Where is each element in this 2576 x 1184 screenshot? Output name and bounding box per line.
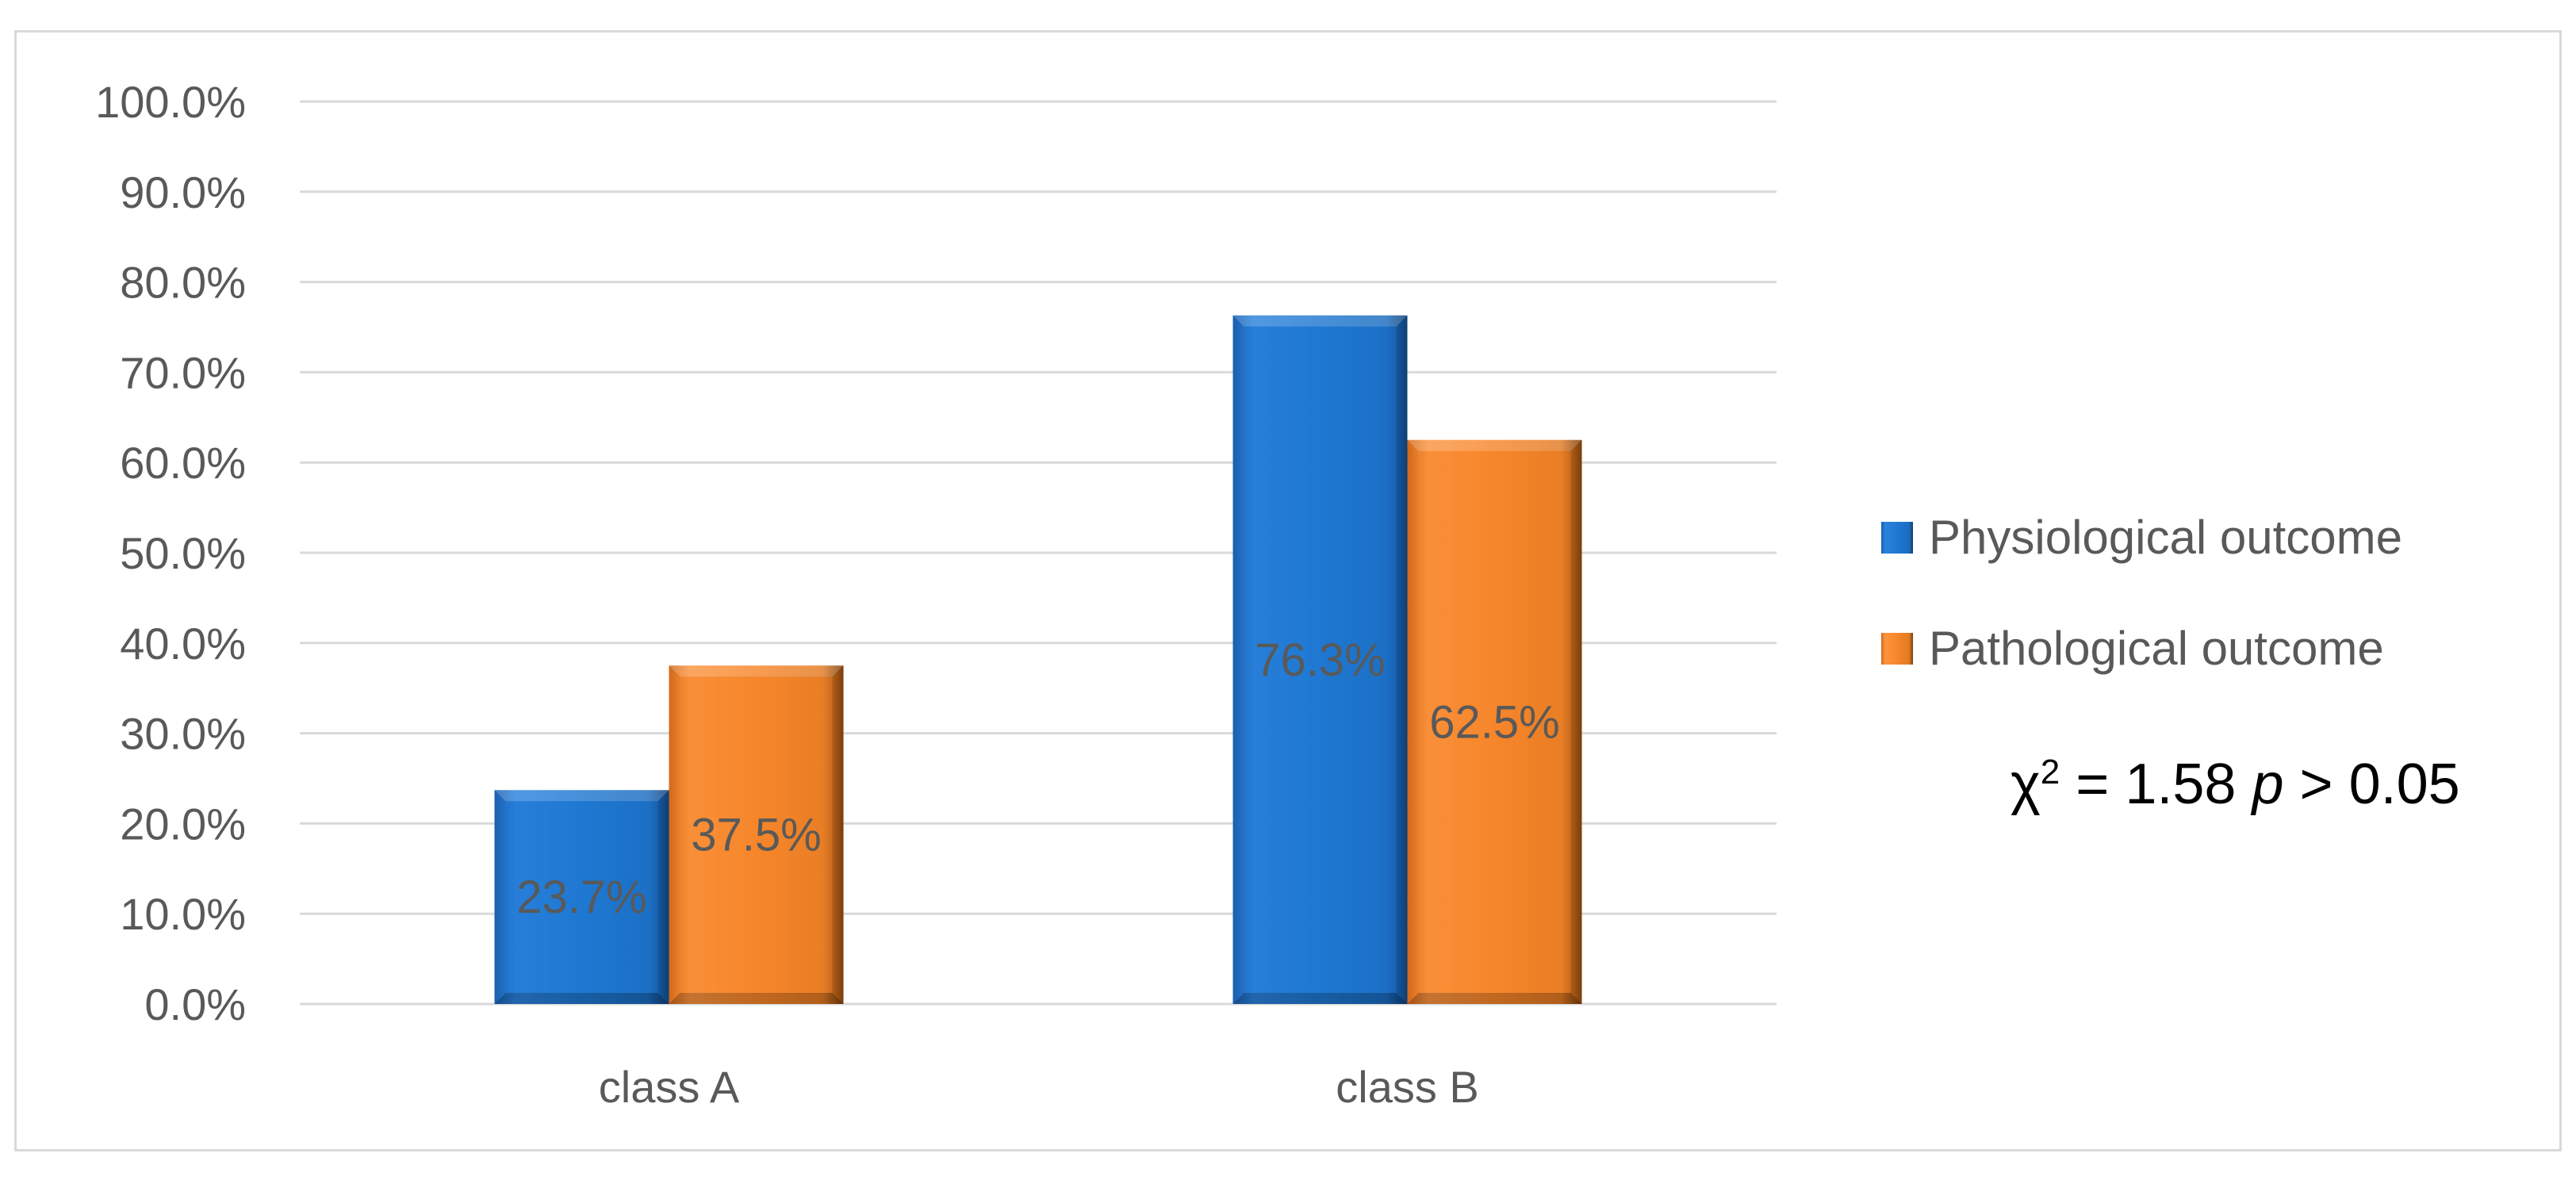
y-tick-label: 90.0% (120, 167, 246, 217)
bar (669, 665, 844, 1004)
bar (1232, 315, 1408, 1004)
data-label: 37.5% (691, 810, 821, 861)
y-tick-label: 60.0% (120, 438, 246, 488)
bar-face (505, 801, 658, 993)
legend-swatch (1881, 522, 1913, 554)
y-tick-label: 30.0% (120, 709, 246, 759)
x-axis-categories: class A class B (599, 1062, 1479, 1112)
p-symbol: p (2252, 753, 2284, 816)
bar (494, 790, 669, 1004)
bar-bevel-top (1232, 315, 1408, 327)
bar-face (1418, 450, 1571, 993)
bar-bevel-top (494, 790, 669, 802)
y-tick-label: 40.0% (120, 619, 246, 669)
legend-label: Pathological outcome (1929, 622, 2384, 675)
bar-bevel-bottom (669, 993, 844, 1004)
bar-bevel-bottom (1232, 993, 1408, 1004)
y-tick-label: 0.0% (144, 979, 246, 1029)
chi-exponent: 2 (2040, 753, 2060, 791)
y-tick-label: 20.0% (120, 799, 246, 849)
y-axis-ticks: 0.0% 10.0% 20.0% 30.0% 40.0% 50.0% 60.0% 70.0% 8… (95, 77, 246, 1029)
legend-swatch (1881, 633, 1913, 665)
bar-bevel-top (669, 665, 844, 677)
bars (494, 315, 1582, 1004)
chi-symbol: χ (2011, 753, 2041, 816)
data-label: 23.7% (516, 872, 646, 923)
legend: Physiological outcome Pathological outcom… (1881, 511, 2402, 675)
y-tick-label: 80.0% (120, 258, 246, 308)
p-threshold: > 0.05 (2283, 753, 2460, 816)
chi-square-annotation: χ2 = 1.58 p > 0.05 (2011, 752, 2460, 817)
chi-value: = 1.58 (2060, 753, 2252, 816)
bar-bevel-bottom (494, 993, 669, 1004)
bar (1407, 439, 1582, 1004)
bar-face (680, 676, 833, 993)
y-tick-label: 50.0% (120, 528, 246, 578)
x-category-label: class B (1336, 1062, 1479, 1112)
bar-bevel-top (1407, 439, 1582, 451)
data-label: 76.3% (1255, 634, 1385, 686)
legend-label: Physiological outcome (1929, 511, 2402, 564)
x-category-label: class A (599, 1062, 740, 1112)
y-tick-label: 10.0% (120, 889, 246, 939)
y-tick-label: 70.0% (120, 347, 246, 397)
data-label: 62.5% (1429, 696, 1559, 748)
data-labels: 23.7% 37.5% 76.3% 62.5% (516, 634, 1559, 923)
bar-bevel-bottom (1407, 993, 1582, 1004)
bar-face (1244, 326, 1397, 993)
y-tick-label: 100.0% (95, 77, 246, 127)
